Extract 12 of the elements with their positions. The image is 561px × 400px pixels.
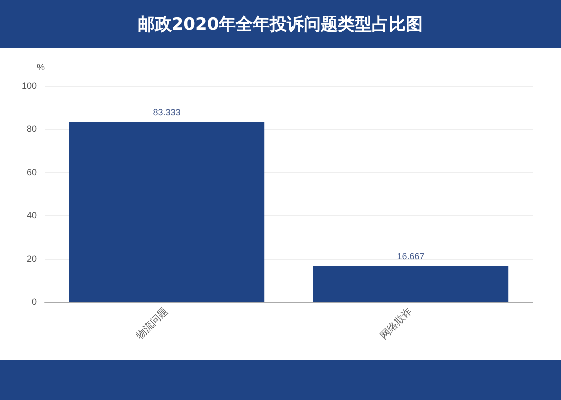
y-tick-label: 80 bbox=[26, 124, 37, 134]
y-axis-title: % bbox=[36, 62, 45, 72]
data-label: 83.333 bbox=[153, 108, 181, 118]
y-tick-label: 20 bbox=[26, 254, 37, 264]
chart-title: 邮政2020年全年投诉问题类型占比图 bbox=[0, 0, 561, 48]
x-tick-label: 网络欺诈 bbox=[378, 305, 415, 342]
y-tick-label: 60 bbox=[26, 167, 37, 178]
x-tick-label: 物流问题 bbox=[134, 305, 171, 342]
y-tick-label: 40 bbox=[26, 210, 37, 221]
data-label: 16.667 bbox=[397, 252, 425, 262]
y-tick-label: 100 bbox=[22, 81, 37, 91]
y-tick-label: 0 bbox=[32, 297, 37, 307]
